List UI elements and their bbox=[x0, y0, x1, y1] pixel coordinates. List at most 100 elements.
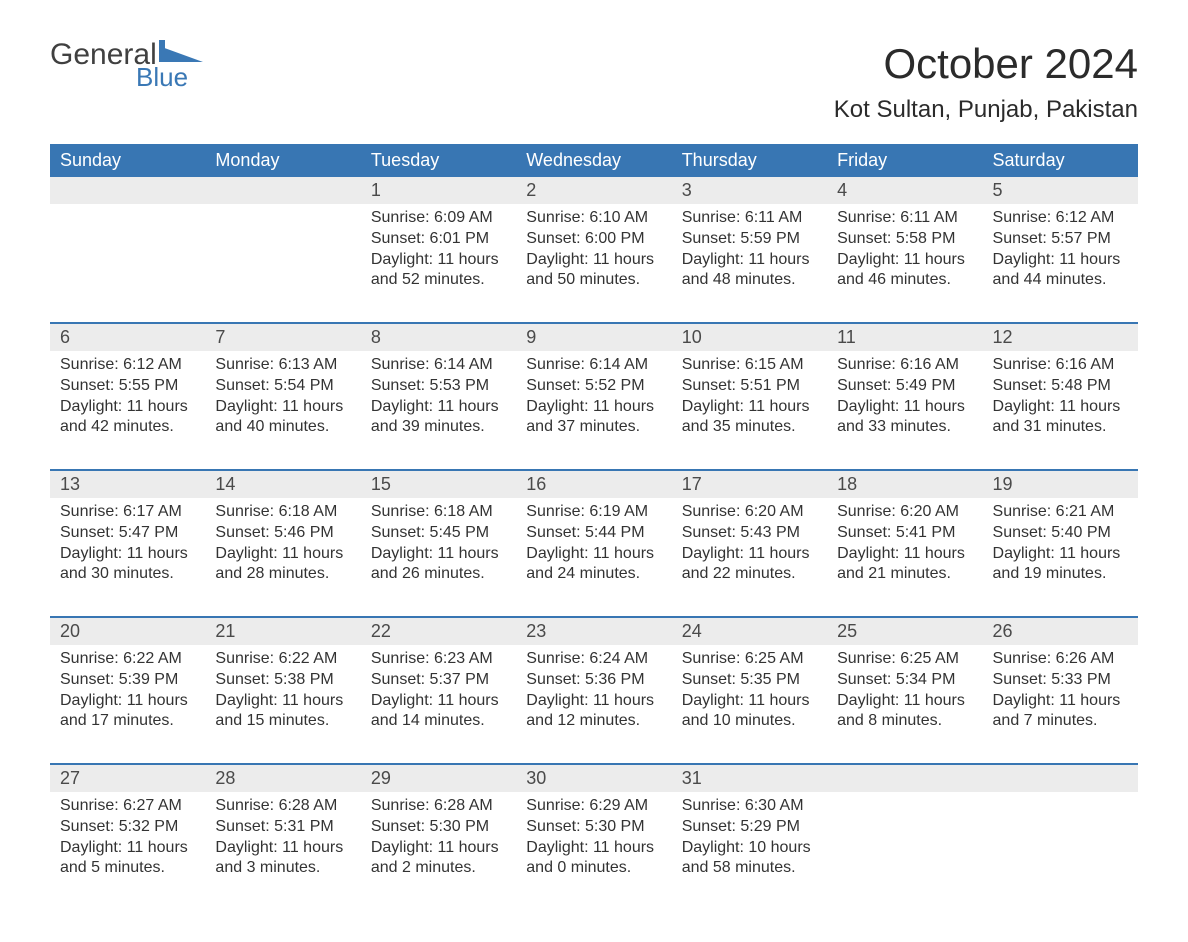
sunrise-text: Sunrise: 6:18 AM bbox=[215, 502, 350, 523]
sunset-text: Sunset: 5:40 PM bbox=[993, 523, 1128, 544]
daylight1-text: Daylight: 11 hours bbox=[682, 397, 817, 418]
daylight1-text: Daylight: 11 hours bbox=[371, 544, 506, 565]
date-number: 15 bbox=[361, 471, 516, 498]
date-number: 14 bbox=[205, 471, 360, 498]
weekday-header: Tuesday bbox=[361, 144, 516, 177]
date-number: 29 bbox=[361, 765, 516, 792]
daylight1-text: Daylight: 11 hours bbox=[60, 397, 195, 418]
daylight1-text: Daylight: 11 hours bbox=[837, 250, 972, 271]
calendar-week: 20212223242526Sunrise: 6:22 AMSunset: 5:… bbox=[50, 616, 1138, 745]
daylight2-text: and 46 minutes. bbox=[837, 270, 972, 291]
daylight1-text: Daylight: 11 hours bbox=[60, 544, 195, 565]
date-number: 7 bbox=[205, 324, 360, 351]
date-number: 9 bbox=[516, 324, 671, 351]
sunset-text: Sunset: 5:37 PM bbox=[371, 670, 506, 691]
date-number: 16 bbox=[516, 471, 671, 498]
day-info-cell: Sunrise: 6:23 AMSunset: 5:37 PMDaylight:… bbox=[361, 645, 516, 745]
day-info-cell: Sunrise: 6:14 AMSunset: 5:52 PMDaylight:… bbox=[516, 351, 671, 451]
title-block: October 2024 Kot Sultan, Punjab, Pakista… bbox=[834, 40, 1138, 124]
daylight2-text: and 12 minutes. bbox=[526, 711, 661, 732]
location-subtitle: Kot Sultan, Punjab, Pakistan bbox=[834, 96, 1138, 124]
date-number: 2 bbox=[516, 177, 671, 204]
sunrise-text: Sunrise: 6:16 AM bbox=[993, 355, 1128, 376]
sunrise-text: Sunrise: 6:09 AM bbox=[371, 208, 506, 229]
daylight2-text: and 17 minutes. bbox=[60, 711, 195, 732]
sunset-text: Sunset: 5:35 PM bbox=[682, 670, 817, 691]
logo: General Blue bbox=[50, 40, 203, 90]
daylight1-text: Daylight: 11 hours bbox=[371, 250, 506, 271]
date-number-row: 6789101112 bbox=[50, 324, 1138, 351]
day-info-row: Sunrise: 6:27 AMSunset: 5:32 PMDaylight:… bbox=[50, 792, 1138, 892]
daylight2-text: and 33 minutes. bbox=[837, 417, 972, 438]
daylight1-text: Daylight: 11 hours bbox=[526, 544, 661, 565]
sunset-text: Sunset: 5:55 PM bbox=[60, 376, 195, 397]
sunrise-text: Sunrise: 6:15 AM bbox=[682, 355, 817, 376]
day-info-row: Sunrise: 6:17 AMSunset: 5:47 PMDaylight:… bbox=[50, 498, 1138, 598]
weekday-header-row: Sunday Monday Tuesday Wednesday Thursday… bbox=[50, 144, 1138, 177]
daylight2-text: and 42 minutes. bbox=[60, 417, 195, 438]
day-info-cell: Sunrise: 6:25 AMSunset: 5:34 PMDaylight:… bbox=[827, 645, 982, 745]
daylight1-text: Daylight: 11 hours bbox=[526, 838, 661, 859]
daylight2-text: and 22 minutes. bbox=[682, 564, 817, 585]
date-number: 5 bbox=[983, 177, 1138, 204]
daylight2-text: and 39 minutes. bbox=[371, 417, 506, 438]
daylight2-text: and 44 minutes. bbox=[993, 270, 1128, 291]
daylight2-text: and 0 minutes. bbox=[526, 858, 661, 879]
sunset-text: Sunset: 6:01 PM bbox=[371, 229, 506, 250]
daylight2-text: and 35 minutes. bbox=[682, 417, 817, 438]
sunset-text: Sunset: 5:38 PM bbox=[215, 670, 350, 691]
date-number-row: 20212223242526 bbox=[50, 618, 1138, 645]
daylight1-text: Daylight: 11 hours bbox=[837, 691, 972, 712]
date-number-row: 13141516171819 bbox=[50, 471, 1138, 498]
sunrise-text: Sunrise: 6:20 AM bbox=[682, 502, 817, 523]
day-info-cell: Sunrise: 6:15 AMSunset: 5:51 PMDaylight:… bbox=[672, 351, 827, 451]
sunset-text: Sunset: 5:45 PM bbox=[371, 523, 506, 544]
date-number: 28 bbox=[205, 765, 360, 792]
date-number: 3 bbox=[672, 177, 827, 204]
daylight1-text: Daylight: 11 hours bbox=[60, 838, 195, 859]
weekday-header: Saturday bbox=[983, 144, 1138, 177]
sunset-text: Sunset: 5:52 PM bbox=[526, 376, 661, 397]
sunrise-text: Sunrise: 6:23 AM bbox=[371, 649, 506, 670]
daylight1-text: Daylight: 11 hours bbox=[215, 544, 350, 565]
daylight2-text: and 50 minutes. bbox=[526, 270, 661, 291]
sunrise-text: Sunrise: 6:29 AM bbox=[526, 796, 661, 817]
sunrise-text: Sunrise: 6:21 AM bbox=[993, 502, 1128, 523]
daylight2-text: and 5 minutes. bbox=[60, 858, 195, 879]
daylight2-text: and 48 minutes. bbox=[682, 270, 817, 291]
date-number: 22 bbox=[361, 618, 516, 645]
sunset-text: Sunset: 5:58 PM bbox=[837, 229, 972, 250]
daylight1-text: Daylight: 11 hours bbox=[837, 397, 972, 418]
sunset-text: Sunset: 5:46 PM bbox=[215, 523, 350, 544]
weekday-header: Monday bbox=[205, 144, 360, 177]
day-info-cell: Sunrise: 6:27 AMSunset: 5:32 PMDaylight:… bbox=[50, 792, 205, 892]
daylight1-text: Daylight: 11 hours bbox=[60, 691, 195, 712]
day-info-cell: Sunrise: 6:12 AMSunset: 5:55 PMDaylight:… bbox=[50, 351, 205, 451]
date-number: 25 bbox=[827, 618, 982, 645]
calendar-week: 6789101112Sunrise: 6:12 AMSunset: 5:55 P… bbox=[50, 322, 1138, 451]
sunrise-text: Sunrise: 6:12 AM bbox=[60, 355, 195, 376]
date-number: 13 bbox=[50, 471, 205, 498]
date-number: 8 bbox=[361, 324, 516, 351]
sunrise-text: Sunrise: 6:27 AM bbox=[60, 796, 195, 817]
daylight1-text: Daylight: 11 hours bbox=[682, 250, 817, 271]
date-number: 30 bbox=[516, 765, 671, 792]
day-info-cell: Sunrise: 6:16 AMSunset: 5:48 PMDaylight:… bbox=[983, 351, 1138, 451]
month-title: October 2024 bbox=[834, 40, 1138, 88]
day-info-cell: Sunrise: 6:24 AMSunset: 5:36 PMDaylight:… bbox=[516, 645, 671, 745]
sunrise-text: Sunrise: 6:26 AM bbox=[993, 649, 1128, 670]
day-info-row: Sunrise: 6:09 AMSunset: 6:01 PMDaylight:… bbox=[50, 204, 1138, 304]
date-number: 27 bbox=[50, 765, 205, 792]
day-info-cell: Sunrise: 6:25 AMSunset: 5:35 PMDaylight:… bbox=[672, 645, 827, 745]
sunset-text: Sunset: 5:54 PM bbox=[215, 376, 350, 397]
sunrise-text: Sunrise: 6:11 AM bbox=[682, 208, 817, 229]
date-number: 1 bbox=[361, 177, 516, 204]
calendar: Sunday Monday Tuesday Wednesday Thursday… bbox=[50, 144, 1138, 892]
daylight2-text: and 24 minutes. bbox=[526, 564, 661, 585]
day-info-cell: Sunrise: 6:22 AMSunset: 5:39 PMDaylight:… bbox=[50, 645, 205, 745]
sunrise-text: Sunrise: 6:14 AM bbox=[526, 355, 661, 376]
sunset-text: Sunset: 5:30 PM bbox=[526, 817, 661, 838]
daylight2-text: and 37 minutes. bbox=[526, 417, 661, 438]
sunrise-text: Sunrise: 6:28 AM bbox=[371, 796, 506, 817]
daylight2-text: and 30 minutes. bbox=[60, 564, 195, 585]
